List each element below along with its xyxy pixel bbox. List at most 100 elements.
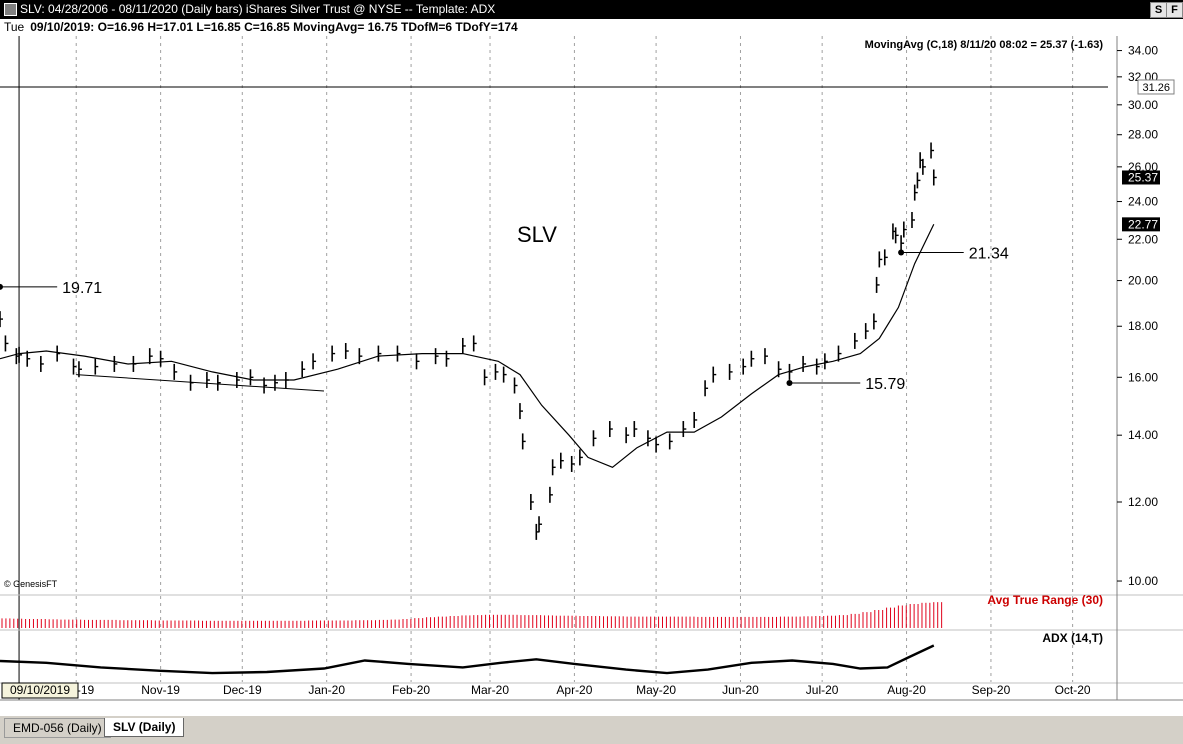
cursor-date-box — [1, 682, 79, 699]
price-bar — [331, 345, 336, 362]
price-bar — [521, 433, 526, 450]
price-bar — [777, 361, 782, 378]
price-tick-label: 30.00 — [1128, 98, 1158, 112]
price-tick-label: 16.00 — [1128, 370, 1158, 384]
price-bar — [377, 345, 382, 362]
price-bar — [878, 251, 883, 268]
price-bar — [344, 343, 349, 360]
price-bar — [159, 350, 164, 367]
bar-info-values: 09/10/2019: O=16.96 H=17.01 L=16.85 C=16… — [30, 20, 518, 34]
price-tick-label: 18.00 — [1128, 319, 1158, 333]
bar-info-day: Tue — [4, 20, 25, 34]
price-bar — [285, 372, 289, 389]
window-app-icon[interactable] — [4, 3, 17, 16]
price-bar — [750, 350, 755, 367]
price-tick-label: 20.00 — [1128, 274, 1158, 288]
date-tick-label: Aug-20 — [887, 683, 926, 697]
price-bar — [415, 353, 420, 370]
price-bar — [911, 211, 915, 228]
price-bar — [173, 363, 178, 380]
moving-average-group — [0, 224, 935, 468]
price-tick-label: 12.00 — [1128, 495, 1158, 509]
price-bar — [883, 249, 888, 266]
price-bar — [903, 221, 907, 238]
date-tick-label: Sep-20 — [972, 683, 1011, 697]
price-bar — [900, 235, 905, 252]
price-bar — [633, 421, 638, 438]
price-bar — [148, 348, 153, 365]
price-bar — [647, 430, 651, 447]
symbol-button[interactable]: S — [1150, 2, 1167, 18]
price-bar — [113, 355, 118, 372]
axes-group: Oct-19Nov-19Dec-19Jan-20Feb-20Mar-20Apr-… — [0, 36, 1183, 702]
price-bar — [728, 363, 733, 380]
price-bar — [513, 377, 518, 394]
price-bar — [26, 350, 31, 367]
price-bar — [873, 313, 877, 330]
price-bar — [483, 369, 488, 386]
tab-emd-056[interactable]: EMD-056 (Daily) — [4, 718, 111, 738]
price-bar — [875, 276, 880, 293]
price-tick-label: 28.00 — [1128, 128, 1158, 142]
bar-info-text: Tue 09/10/2019: O=16.96 H=17.01 L=16.85 C… — [4, 20, 518, 34]
price-bar — [301, 361, 306, 378]
price-tick-label: 34.00 — [1128, 44, 1158, 58]
price-bar — [358, 348, 363, 365]
atr-label: Avg True Range (30) — [987, 593, 1103, 607]
price-bar — [609, 421, 613, 438]
date-tick-label: Feb-20 — [392, 683, 430, 697]
price-bar — [655, 436, 660, 453]
price-bar — [864, 323, 869, 340]
window-title: SLV: 04/28/2006 - 08/11/2020 (Daily bars… — [20, 2, 496, 16]
ma-last-value-label: 22.77 — [1128, 217, 1158, 231]
price-bar — [396, 345, 401, 362]
price-bar — [132, 355, 137, 372]
price-bar — [249, 369, 254, 386]
price-bars-group — [0, 142, 937, 540]
price-bar — [551, 459, 556, 476]
price-tick-label: 10.00 — [1128, 574, 1158, 588]
price-bar — [56, 345, 61, 362]
ma-last-value-box — [1122, 217, 1160, 232]
price-bar — [94, 358, 99, 375]
price-bar — [312, 353, 317, 370]
price-bar — [445, 350, 450, 367]
moving-average-header: MovingAvg (C,18) 8/11/20 08:02 = 25.37 (… — [865, 39, 1104, 51]
price-bar — [682, 421, 687, 438]
window-title-bar: SLV: 04/28/2006 - 08/11/2020 (Daily bars… — [0, 0, 1183, 19]
tab-slv[interactable]: SLV (Daily) — [104, 718, 185, 737]
last-price-value-label: 25.37 — [1128, 170, 1158, 184]
chart-tab-bar: EMD-056 (Daily) SLV (Daily) — [0, 716, 1183, 744]
adx-label: ADX (14,T) — [1042, 631, 1103, 645]
moving-average-line — [0, 224, 935, 468]
price-annotation-label: 15.79 — [865, 376, 905, 393]
format-button[interactable]: F — [1166, 2, 1183, 18]
price-tick-label: 22.00 — [1128, 232, 1158, 246]
price-bar — [434, 348, 439, 365]
price-bar — [815, 358, 820, 375]
price-bar — [0, 311, 3, 328]
price-bar — [494, 363, 499, 380]
price-bar — [894, 227, 899, 244]
date-tick-label: Nov-19 — [141, 683, 180, 697]
price-bar — [788, 363, 793, 380]
price-bar — [592, 430, 597, 447]
chart-gridlines — [75, 36, 1074, 682]
price-bar — [693, 411, 698, 428]
adx-panel-group: 59.940 — [0, 639, 1160, 684]
date-tick-label: Jan-20 — [308, 683, 345, 697]
price-bar — [837, 345, 842, 362]
date-tick-label: Jun-20 — [722, 683, 759, 697]
price-bar — [462, 337, 466, 354]
price-bar — [4, 335, 9, 352]
price-bar — [472, 335, 477, 352]
price-bar — [206, 372, 210, 389]
price-bar — [72, 358, 77, 375]
price-bar — [913, 184, 918, 201]
price-annotation-label: 21.34 — [969, 245, 1009, 262]
date-tick-label: Oct-20 — [1055, 683, 1091, 697]
price-bar — [263, 377, 268, 394]
last-price-value-box — [1122, 170, 1160, 185]
price-bar — [549, 486, 553, 503]
